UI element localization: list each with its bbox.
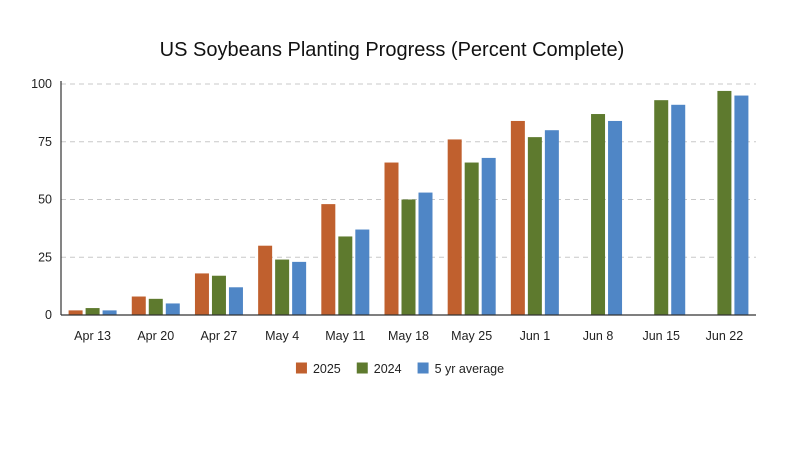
y-tick-label: 0	[45, 308, 52, 322]
legend-swatch	[356, 362, 368, 374]
bar-2025-may-25	[447, 139, 462, 315]
bar-2024-apr-13	[85, 308, 100, 315]
bar-5-yr-average-may-18	[418, 192, 433, 315]
bar-2024-may-4	[275, 259, 290, 315]
legend-label: 5 yr average	[435, 362, 505, 376]
x-tick-label: Apr 20	[137, 329, 174, 343]
chart-title: US Soybeans Planting Progress (Percent C…	[160, 39, 625, 61]
bar-2025-may-4	[258, 245, 273, 315]
bar-5-yr-average-jun-22	[734, 95, 749, 315]
legend-swatch	[417, 362, 429, 374]
bar-2024-may-18	[401, 199, 416, 315]
bar-2025-may-18	[384, 162, 399, 315]
x-tick-label: Jun 8	[583, 329, 614, 343]
x-tick-label: Jun 22	[706, 329, 744, 343]
bar-2024-apr-20	[148, 298, 163, 315]
legend-swatch	[295, 362, 307, 374]
x-axis-ticks: Apr 13 Apr 20 Apr 27 May 4 May 11 May 18 May 2…	[74, 329, 743, 343]
bar-2025-may-11	[321, 204, 336, 315]
y-tick-label: 25	[38, 250, 52, 264]
y-tick-label: 100	[31, 77, 52, 91]
bar-5-yr-average-apr-27	[228, 287, 243, 315]
y-tick-label: 75	[38, 135, 52, 149]
bar-2024-jun-15	[654, 100, 669, 315]
bar-2024-jun-8	[591, 114, 606, 315]
bars	[68, 90, 749, 316]
x-tick-label: Jun 15	[642, 329, 680, 343]
bar-2025-jun-1	[510, 120, 525, 316]
bar-2024-apr-27	[211, 275, 226, 315]
x-tick-label: May 25	[451, 329, 492, 343]
bar-2024-jun-22	[717, 90, 732, 316]
bar-5-yr-average-may-4	[292, 261, 307, 315]
bar-2025-apr-20	[131, 296, 146, 315]
x-tick-label: Apr 27	[201, 329, 238, 343]
x-tick-label: May 11	[325, 329, 365, 343]
bar-5-yr-average-jun-8	[608, 120, 623, 316]
x-tick-label: Jun 1	[520, 329, 551, 343]
bar-5-yr-average-may-25	[481, 157, 496, 315]
y-tick-label: 50	[38, 193, 52, 207]
bar-5-yr-average-jun-15	[671, 104, 686, 315]
bar-2024-may-25	[464, 162, 479, 315]
legend: 2025 2024 5 yr average	[295, 362, 505, 376]
bar-5-yr-average-may-11	[355, 229, 370, 315]
bar-2025-apr-27	[194, 273, 209, 315]
x-tick-label: May 18	[388, 329, 429, 343]
bar-5-yr-average-jun-1	[544, 130, 559, 315]
bar-2024-may-11	[338, 236, 353, 315]
bar-5-yr-average-apr-20	[165, 303, 180, 315]
bar-2025-apr-13	[68, 310, 83, 315]
x-tick-label: Apr 13	[74, 329, 111, 343]
gridlines	[61, 83, 756, 258]
legend-label: 2024	[374, 362, 402, 376]
bar-2024-jun-1	[527, 137, 542, 315]
y-axis-ticks: 0 25 50 75 100	[31, 77, 52, 322]
bar-5-yr-average-apr-13	[102, 310, 117, 315]
legend-label: 2025	[313, 362, 341, 376]
x-tick-label: May 4	[265, 329, 299, 343]
